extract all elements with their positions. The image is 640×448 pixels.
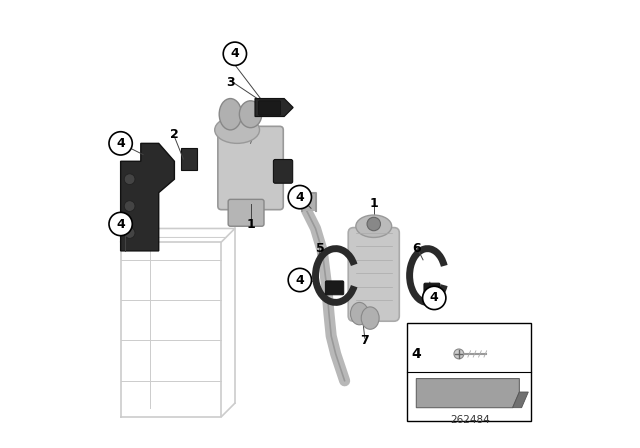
- Ellipse shape: [454, 349, 464, 359]
- Circle shape: [124, 228, 135, 238]
- Ellipse shape: [220, 99, 242, 130]
- Text: 6: 6: [412, 242, 420, 255]
- Text: 4: 4: [412, 347, 421, 361]
- FancyBboxPatch shape: [228, 199, 264, 226]
- Bar: [407, 323, 531, 421]
- Circle shape: [124, 174, 135, 185]
- Text: 4: 4: [230, 47, 239, 60]
- Polygon shape: [255, 99, 293, 116]
- Text: 4: 4: [116, 217, 125, 231]
- Ellipse shape: [351, 302, 369, 325]
- Ellipse shape: [215, 116, 260, 143]
- Text: 1: 1: [246, 217, 255, 231]
- Polygon shape: [181, 148, 197, 170]
- Ellipse shape: [239, 101, 262, 128]
- FancyBboxPatch shape: [259, 101, 280, 115]
- Text: 4: 4: [430, 291, 438, 305]
- Circle shape: [367, 217, 380, 231]
- Ellipse shape: [356, 215, 392, 237]
- FancyBboxPatch shape: [348, 228, 399, 321]
- Circle shape: [288, 268, 312, 292]
- Circle shape: [223, 42, 246, 65]
- Polygon shape: [302, 193, 316, 211]
- Polygon shape: [121, 143, 174, 251]
- Polygon shape: [417, 379, 520, 408]
- Circle shape: [288, 185, 312, 209]
- Circle shape: [422, 286, 446, 310]
- Text: 1: 1: [369, 197, 378, 211]
- FancyBboxPatch shape: [273, 159, 292, 183]
- Circle shape: [124, 201, 135, 211]
- Text: 3: 3: [226, 76, 235, 90]
- FancyBboxPatch shape: [325, 281, 344, 295]
- Text: 262484: 262484: [450, 415, 490, 425]
- Text: 4: 4: [296, 273, 304, 287]
- Text: 4: 4: [116, 137, 125, 150]
- Text: 4: 4: [296, 190, 304, 204]
- Circle shape: [109, 132, 132, 155]
- Circle shape: [109, 212, 132, 236]
- Text: 5: 5: [316, 242, 324, 255]
- Text: 2: 2: [170, 128, 179, 141]
- FancyBboxPatch shape: [424, 283, 440, 295]
- Text: 7: 7: [360, 334, 369, 347]
- FancyBboxPatch shape: [218, 126, 284, 210]
- Polygon shape: [513, 392, 529, 408]
- Ellipse shape: [361, 307, 379, 329]
